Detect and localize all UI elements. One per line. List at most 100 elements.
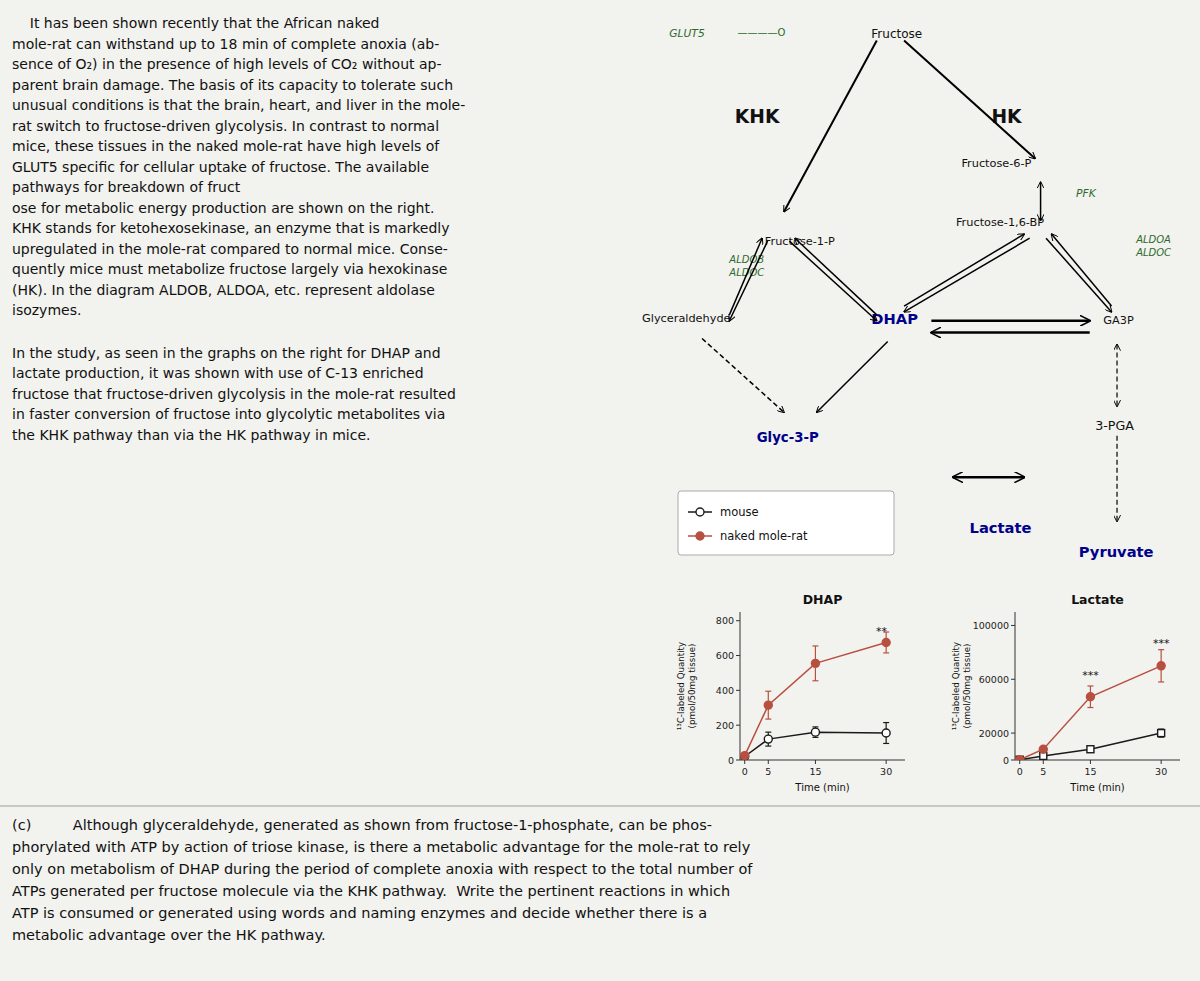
error-cap xyxy=(1087,685,1093,686)
series-line xyxy=(745,642,886,755)
plot-area xyxy=(1016,650,1165,760)
diagram-arrow xyxy=(702,339,784,413)
series-line xyxy=(1020,666,1161,760)
passage-line: It has been shown recently that the Afri… xyxy=(12,15,380,31)
diagram-label: DHAP xyxy=(871,310,918,327)
y-tick xyxy=(1011,679,1015,680)
error-cap xyxy=(765,691,771,692)
diagram-arrow xyxy=(931,331,1089,334)
diagram-label: KHK xyxy=(735,106,781,127)
x-tick-label: 30 xyxy=(880,766,892,777)
y-tick-label: 100000 xyxy=(973,620,1009,631)
diagram-label: ————O xyxy=(738,27,786,38)
passage-line: ose for metabolic energy production are … xyxy=(12,200,434,216)
diagram-label: ALDOC xyxy=(1135,247,1171,258)
question-line: phorylated with ATP by action of triose … xyxy=(12,839,751,855)
passage-line: pathways for breakdown of fruct xyxy=(12,179,241,195)
marker xyxy=(1158,730,1165,737)
y-tick-label: 200 xyxy=(716,720,734,731)
series-line xyxy=(1020,733,1161,760)
legend: mousenaked mole-rat xyxy=(678,491,894,555)
marker xyxy=(1157,662,1165,670)
x-tick-label: 15 xyxy=(1084,766,1096,777)
marker xyxy=(741,752,749,760)
error-cap xyxy=(1158,681,1164,682)
y-tick-label: 0 xyxy=(728,755,734,766)
divider xyxy=(0,806,1200,807)
diagram-label: Fructose xyxy=(871,27,922,41)
x-tick xyxy=(1043,760,1044,764)
x-tick-label: 5 xyxy=(765,766,771,777)
pathway-diagram: GLUT5————OFructoseKHKHKFructose-6-PPFKFr… xyxy=(642,27,1171,560)
passage-line: lactate production, it was shown with us… xyxy=(12,365,424,381)
legend-box xyxy=(678,491,894,555)
error-bar xyxy=(1158,729,1164,737)
diagram-arrow xyxy=(1040,182,1042,220)
passage-line: isozymes. xyxy=(12,302,81,318)
marker xyxy=(811,728,819,736)
marker xyxy=(1016,756,1023,760)
x-axis-label: Time (min) xyxy=(794,782,849,793)
diagram-arrow xyxy=(904,234,1024,306)
diagram-arrow xyxy=(1052,234,1112,306)
y-axis-label-line: (pmol/50mg tissue) xyxy=(687,644,697,729)
marker xyxy=(696,508,704,516)
annotation: ** xyxy=(876,625,888,638)
diagram-arrow xyxy=(953,476,1024,479)
x-tick-label: 5 xyxy=(1040,766,1046,777)
marker xyxy=(1039,745,1047,753)
y-axis-label: ¹³C-labeled Quantity(pmol/50mg tissue) xyxy=(676,642,697,730)
passage: It has been shown recently that the Afri… xyxy=(12,15,465,443)
x-tick xyxy=(886,760,887,764)
diagram-arrow xyxy=(1046,238,1112,312)
y-tick xyxy=(1011,760,1015,761)
x-tick xyxy=(768,760,769,764)
chart-title: DHAP xyxy=(803,592,843,607)
marker xyxy=(882,638,890,646)
error-bar xyxy=(1158,650,1164,682)
x-tick xyxy=(815,760,816,764)
background xyxy=(0,0,1200,981)
y-tick-label: 600 xyxy=(716,650,734,661)
x-tick-label: 30 xyxy=(1155,766,1167,777)
y-tick xyxy=(736,690,740,691)
y-tick xyxy=(736,620,740,621)
diagram-label: 3-PGA xyxy=(1095,418,1134,433)
diagram-arrow xyxy=(795,238,877,315)
error-bar xyxy=(812,646,818,681)
passage-line: in faster conversion of fructose into gl… xyxy=(12,406,445,422)
diagram-arrow xyxy=(1116,344,1117,406)
legend-label: naked mole-rat xyxy=(720,529,808,543)
passage-line: sence of O₂) in the presence of high lev… xyxy=(12,56,442,72)
annotation: *** xyxy=(1153,637,1170,650)
error-cap xyxy=(765,732,771,733)
passage-line: the KHK pathway than via the HK pathway … xyxy=(12,427,371,443)
diagram-label: Glyceraldehyde xyxy=(642,312,731,325)
error-bar xyxy=(765,691,771,719)
marker xyxy=(696,532,704,540)
marker xyxy=(1087,746,1094,753)
x-tick xyxy=(1019,760,1020,764)
marker xyxy=(1016,756,1024,760)
passage-line: In the study, as seen in the graphs on t… xyxy=(12,345,441,361)
diagram-arrow xyxy=(729,241,767,321)
question: (c) Although glyceraldehyde, generated a… xyxy=(12,817,753,943)
x-tick-label: 0 xyxy=(1017,766,1023,777)
error-bar xyxy=(765,732,771,746)
passage-line: unusual conditions is that the brain, he… xyxy=(12,97,465,113)
diagram-label: Fructose-1,6-BP xyxy=(956,216,1044,229)
y-axis xyxy=(1015,612,1016,760)
passage-line: GLUT5 specific for cellular uptake of fr… xyxy=(12,159,429,175)
marker xyxy=(764,735,772,743)
error-cap xyxy=(812,737,818,738)
error-bar xyxy=(1087,686,1093,708)
passage-line: KHK stands for ketohexosekinase, an enzy… xyxy=(12,220,450,236)
plot-area xyxy=(741,632,890,760)
y-axis-label-line: ¹³C-labeled Quantity xyxy=(951,642,961,730)
y-tick-label: 800 xyxy=(716,615,734,626)
error-cap xyxy=(812,726,818,727)
x-tick-label: 15 xyxy=(809,766,821,777)
marker xyxy=(741,753,749,760)
x-tick-label: 0 xyxy=(742,766,748,777)
error-cap xyxy=(883,743,889,744)
